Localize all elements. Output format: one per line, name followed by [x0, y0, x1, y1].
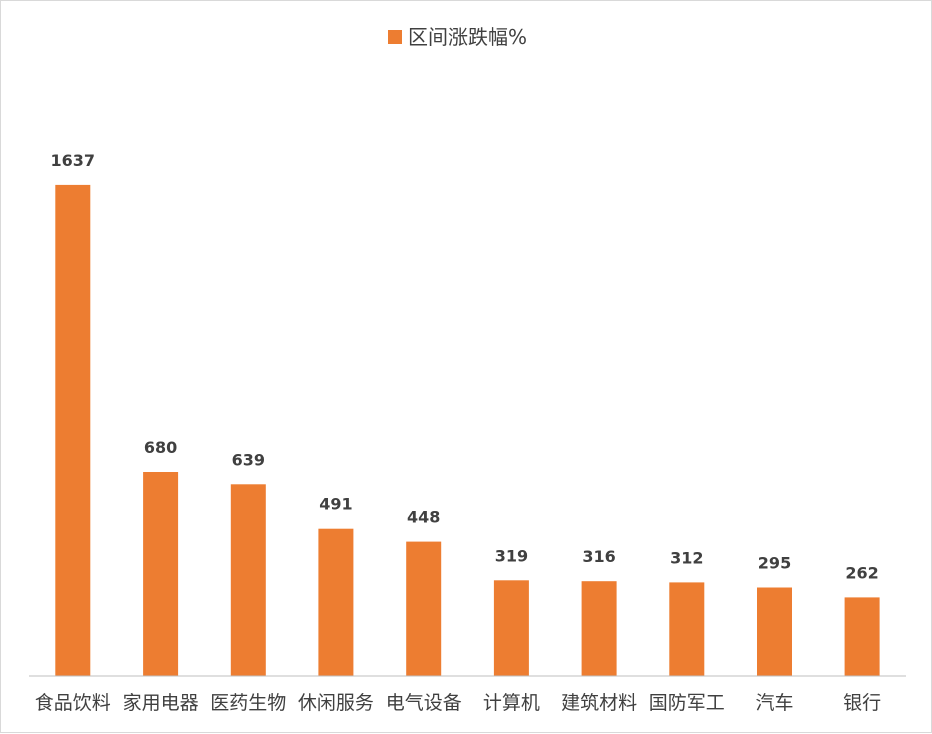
category-label-1: 食品饮料: [35, 692, 111, 714]
bar-7: [581, 581, 617, 676]
bar-9: [757, 587, 792, 676]
category-label-4: 休闲服务: [298, 692, 374, 714]
data-label-8: 312: [670, 548, 703, 567]
bar-3: [230, 484, 266, 676]
bar-8: [669, 582, 705, 676]
bar-6: [493, 580, 529, 676]
legend: 区间涨跌幅%: [388, 25, 527, 49]
bar-10: [844, 597, 880, 676]
data-label-10: 262: [845, 563, 878, 582]
data-label-2: 680: [144, 438, 177, 457]
bar-2: [143, 472, 179, 676]
category-labels: 食品饮料 家用电器 医药生物 休闲服务 电气设备 计算机 建筑材料 国防军工 汽车 银行: [35, 692, 881, 714]
category-label-5: 电气设备: [386, 692, 462, 714]
data-label-1: 1637: [51, 151, 96, 170]
category-label-10: 银行: [843, 692, 881, 714]
bar-1: [55, 184, 91, 676]
category-label-7: 建筑材料: [561, 692, 637, 714]
bars: [55, 184, 880, 676]
category-label-9: 汽车: [755, 692, 793, 714]
category-label-8: 国防军工: [649, 692, 725, 714]
data-label-3: 639: [232, 450, 265, 469]
data-label-7: 316: [582, 547, 615, 566]
legend-label: 区间涨跌幅%: [408, 25, 527, 49]
category-label-6: 计算机: [483, 692, 540, 714]
bar-4: [318, 528, 354, 676]
category-label-2: 家用电器: [123, 692, 199, 714]
bar-5: [406, 541, 442, 676]
legend-swatch: [388, 30, 402, 44]
category-label-3: 医药生物: [210, 692, 286, 714]
data-label-6: 319: [495, 546, 528, 565]
data-label-5: 448: [407, 508, 440, 527]
data-label-9: 295: [758, 554, 791, 573]
data-label-4: 491: [319, 495, 352, 514]
value-labels: 1637 680 639 491 448 319 316 312 295 262: [51, 151, 879, 583]
